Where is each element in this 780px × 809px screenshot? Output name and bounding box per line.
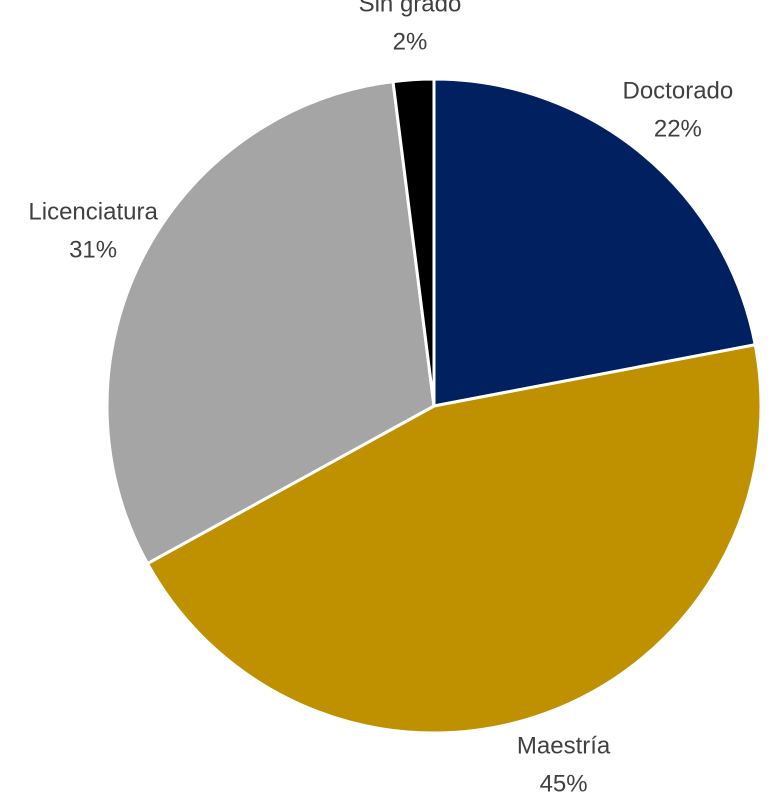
slice-value-label: 45% xyxy=(540,770,588,797)
slice-label: Maestría xyxy=(517,732,611,759)
slice-value-label: 31% xyxy=(69,237,117,264)
pie-slice xyxy=(105,79,436,566)
pie-slice xyxy=(145,342,763,735)
pie-slice xyxy=(391,77,436,407)
slice-label: Sin grado xyxy=(359,0,462,18)
pie-slice xyxy=(432,77,757,408)
slice-value-label: 22% xyxy=(654,116,702,143)
slice-value-label: 2% xyxy=(393,29,428,56)
slice-label: Doctorado xyxy=(623,78,734,105)
slice-label: Licenciatura xyxy=(28,199,158,226)
